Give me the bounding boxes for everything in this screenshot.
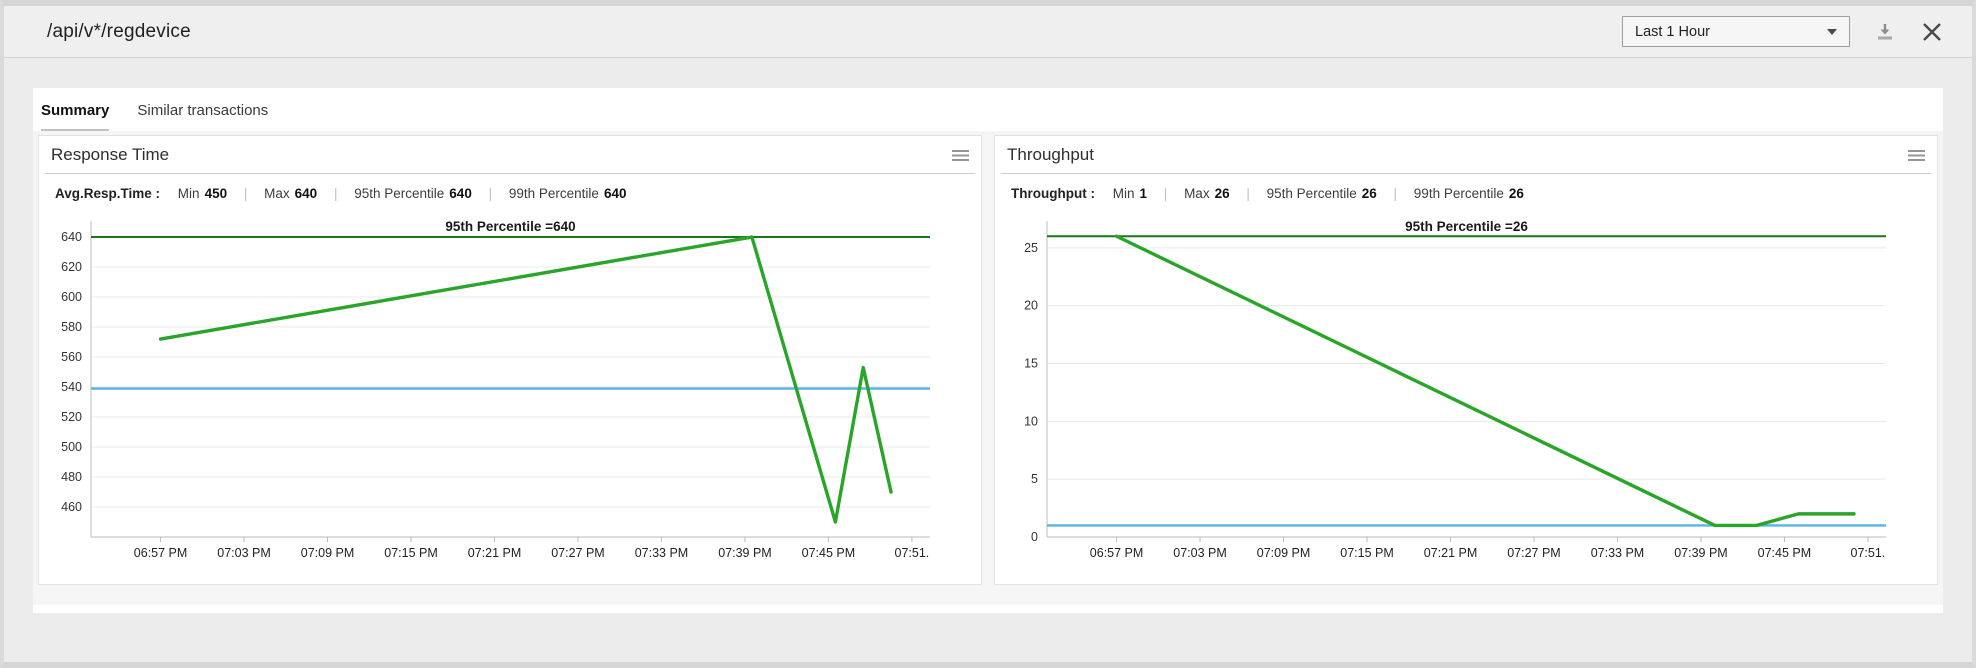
response-time-card-header: Response Time bbox=[45, 136, 975, 174]
stat-separator: | bbox=[333, 186, 338, 201]
response-time-chart[interactable]: 460 480 500 520 540 560 580 600 620 640 06:57 PM 07… bbox=[43, 205, 973, 577]
close-button[interactable] bbox=[1920, 20, 1944, 44]
card-title: Throughput bbox=[1007, 145, 1094, 164]
response-time-stats-row: Avg.Resp.Time : Min 450 | Max 640 | 95th P… bbox=[39, 174, 981, 203]
svg-text:540: 540 bbox=[61, 380, 82, 394]
page-title: /api/v*/regdevice bbox=[47, 20, 191, 42]
svg-text:560: 560 bbox=[61, 350, 82, 364]
card-menu-button[interactable] bbox=[1908, 149, 1925, 162]
svg-text:07:27 PM: 07:27 PM bbox=[1507, 546, 1561, 560]
stat-99th-percentile: 99th Percentile 640 bbox=[508, 186, 627, 201]
chart-title: 95th Percentile =26 bbox=[1405, 219, 1528, 234]
charts-strip: Response Time Avg.Resp.Time : Min 450 | M… bbox=[33, 131, 1943, 605]
hamburger-menu-icon bbox=[952, 149, 969, 161]
stat-max: Max 26 bbox=[1184, 186, 1230, 201]
svg-text:600: 600 bbox=[61, 290, 82, 304]
download-button[interactable] bbox=[1874, 21, 1896, 43]
time-range-dropdown[interactable]: Last 1 Hour bbox=[1622, 16, 1850, 47]
time-range-selected-value: Last 1 Hour bbox=[1635, 23, 1710, 40]
svg-text:07:09 PM: 07:09 PM bbox=[301, 546, 355, 560]
svg-text:460: 460 bbox=[61, 500, 82, 514]
svg-text:07:33 PM: 07:33 PM bbox=[1591, 546, 1645, 560]
svg-text:25: 25 bbox=[1024, 241, 1038, 255]
svg-text:480: 480 bbox=[61, 470, 82, 484]
svg-text:07:39 PM: 07:39 PM bbox=[1674, 546, 1728, 560]
svg-text:580: 580 bbox=[61, 320, 82, 334]
svg-text:07:09 PM: 07:09 PM bbox=[1257, 546, 1311, 560]
svg-text:07:21 PM: 07:21 PM bbox=[1424, 546, 1478, 560]
series-line-throughput bbox=[1114, 234, 1856, 528]
response-time-card: Response Time Avg.Resp.Time : Min 450 | M… bbox=[38, 135, 982, 585]
svg-text:20: 20 bbox=[1024, 299, 1038, 313]
throughput-stats-row: Throughput : Min 1 | Max 26 | 95th Percent… bbox=[995, 174, 1937, 203]
chevron-down-icon bbox=[1827, 28, 1837, 35]
svg-text:07:03 PM: 07:03 PM bbox=[1173, 546, 1227, 560]
stat-max: Max 640 bbox=[264, 186, 318, 201]
svg-text:07:15 PM: 07:15 PM bbox=[1340, 546, 1394, 560]
svg-text:0: 0 bbox=[1031, 530, 1038, 544]
stat-min: Min 450 bbox=[177, 186, 228, 201]
svg-text:07:03 PM: 07:03 PM bbox=[217, 546, 271, 560]
stat-min: Min 1 bbox=[1112, 186, 1148, 201]
download-icon bbox=[1878, 23, 1892, 39]
svg-text:07:45 PM: 07:45 PM bbox=[802, 546, 856, 560]
stat-separator: | bbox=[488, 186, 493, 201]
tab-summary[interactable]: Summary bbox=[41, 102, 110, 131]
throughput-chart[interactable]: 0 5 10 15 20 25 06:57 PM 07:03 PM 07:09 PM 07:15 … bbox=[999, 205, 1929, 577]
stat-99th-percentile: 99th Percentile 26 bbox=[1413, 186, 1524, 201]
transaction-detail-panel: Summary Similar transactions Response Ti… bbox=[33, 88, 1943, 613]
stat-separator: | bbox=[243, 186, 248, 201]
card-menu-button[interactable] bbox=[952, 149, 969, 162]
series-line-avg-response-time bbox=[158, 235, 893, 524]
svg-text:07:45 PM: 07:45 PM bbox=[1758, 546, 1812, 560]
close-icon bbox=[1923, 22, 1941, 41]
svg-text:15: 15 bbox=[1024, 357, 1038, 371]
tab-bar: Summary Similar transactions bbox=[33, 88, 1943, 131]
top-bar: /api/v*/regdevice Last 1 Hour bbox=[4, 6, 1972, 58]
stat-separator: | bbox=[1246, 186, 1250, 201]
svg-text:07:27 PM: 07:27 PM bbox=[551, 546, 605, 560]
hamburger-menu-icon bbox=[1908, 149, 1925, 161]
svg-text:07:21 PM: 07:21 PM bbox=[468, 546, 522, 560]
svg-text:07:51.: 07:51. bbox=[1851, 546, 1886, 560]
card-title: Response Time bbox=[51, 145, 170, 164]
stat-separator: | bbox=[1163, 186, 1168, 201]
svg-text:07:39 PM: 07:39 PM bbox=[718, 546, 772, 560]
throughput-card: Throughput Throughput : Min 1 | Max 26 | 9… bbox=[994, 135, 1938, 585]
top-bar-controls: Last 1 Hour bbox=[1622, 16, 1944, 47]
svg-text:5: 5 bbox=[1031, 472, 1038, 486]
svg-text:520: 520 bbox=[61, 410, 82, 424]
stat-95th-percentile: 95th Percentile 640 bbox=[354, 186, 472, 201]
tab-similar-transactions[interactable]: Similar transactions bbox=[137, 102, 269, 119]
stats-name: Throughput : bbox=[1011, 186, 1095, 201]
svg-text:500: 500 bbox=[61, 440, 82, 454]
svg-text:06:57 PM: 06:57 PM bbox=[134, 546, 188, 560]
svg-text:620: 620 bbox=[61, 260, 82, 274]
svg-text:10: 10 bbox=[1024, 414, 1038, 428]
svg-text:640: 640 bbox=[61, 230, 82, 244]
svg-text:07:51.: 07:51. bbox=[895, 546, 930, 560]
chart-title: 95th Percentile =640 bbox=[445, 219, 575, 234]
stats-name: Avg.Resp.Time : bbox=[55, 186, 161, 201]
stat-95th-percentile: 95th Percentile 26 bbox=[1266, 186, 1377, 201]
stat-separator: | bbox=[1393, 186, 1398, 201]
svg-text:07:33 PM: 07:33 PM bbox=[635, 546, 689, 560]
svg-text:06:57 PM: 06:57 PM bbox=[1090, 546, 1144, 560]
svg-text:07:15 PM: 07:15 PM bbox=[384, 546, 438, 560]
throughput-card-header: Throughput bbox=[1001, 136, 1931, 174]
